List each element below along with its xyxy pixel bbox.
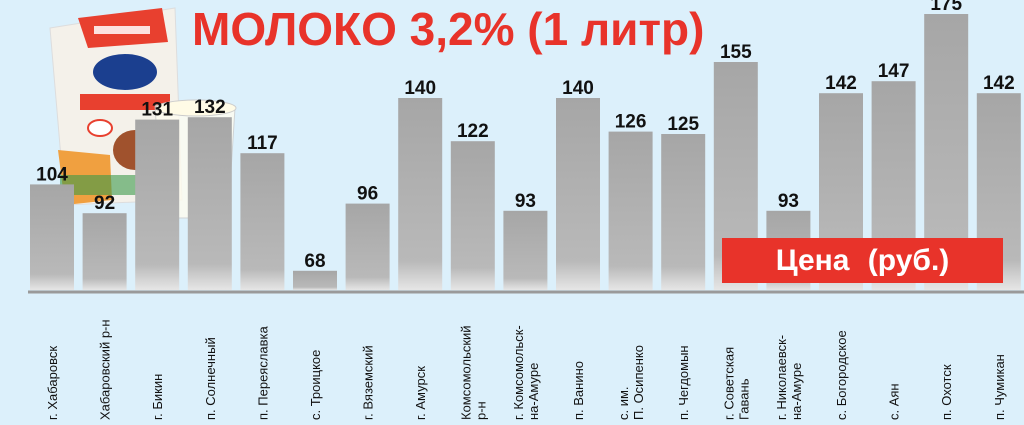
category-label: г. Хабаровск	[45, 346, 60, 420]
category-label: г. Бикин	[150, 374, 165, 420]
bar	[30, 184, 74, 290]
bar	[82, 213, 127, 290]
category-label: с. Троицкое	[308, 350, 323, 420]
data-label: 93	[515, 191, 536, 212]
data-label: 155	[720, 42, 752, 63]
category-label: Гавань	[736, 378, 751, 420]
category-label: п. Солнечный	[203, 337, 218, 420]
data-label: 104	[36, 164, 68, 185]
data-label: 140	[404, 78, 436, 99]
category-label: с. Аян	[887, 383, 902, 420]
bar	[398, 98, 443, 290]
data-label: 92	[94, 193, 115, 214]
category-label: на-Амуре	[789, 363, 804, 420]
category-label: п. Переяславка	[255, 325, 270, 420]
data-label: 175	[930, 0, 962, 15]
category-label: г. Советская	[721, 347, 736, 420]
category-label: Хабаровский р-н	[98, 319, 113, 420]
data-label: 96	[357, 184, 378, 205]
category-label: р-н	[473, 401, 488, 420]
data-label: 125	[667, 114, 699, 135]
data-label: 147	[878, 61, 910, 82]
category-label: г. Комсомольск-	[511, 325, 526, 420]
data-label: 122	[457, 121, 489, 142]
bar	[503, 210, 548, 290]
category-label: п. Чумикан	[992, 354, 1007, 420]
bar	[345, 203, 390, 290]
bar	[556, 98, 600, 290]
bar	[661, 134, 706, 290]
category-label: г. Николаевск-	[774, 335, 789, 420]
data-label: 68	[304, 251, 325, 272]
bar	[608, 131, 653, 290]
legend-price: Цена (руб.)	[722, 238, 1003, 283]
category-label: п. Охотск	[939, 364, 954, 420]
category-label: п. Ванино	[571, 361, 586, 420]
data-label: 142	[825, 73, 857, 94]
data-label: 117	[247, 133, 278, 154]
category-label: п. Чегдомын	[676, 345, 691, 420]
bar	[135, 119, 180, 290]
data-label: 140	[562, 78, 594, 99]
category-label: с. им.	[616, 386, 631, 420]
category-label: с. Богородское	[834, 330, 849, 420]
bar	[187, 117, 232, 290]
bar	[450, 141, 495, 290]
category-label: г. Вяземский	[361, 345, 376, 420]
bar	[293, 270, 337, 290]
data-label: 126	[615, 112, 647, 133]
data-label: 131	[141, 100, 173, 121]
data-label: 132	[194, 97, 226, 118]
data-label: 142	[983, 73, 1015, 94]
data-label: 93	[778, 191, 799, 212]
category-label: г. Амурск	[413, 366, 428, 420]
category-label: Комсомольский	[458, 325, 473, 420]
chart-title: МОЛОКО 3,2% (1 литр)	[192, 3, 705, 55]
category-label: на-Амуре	[526, 363, 541, 420]
category-label: П. Осипенко	[631, 345, 646, 420]
bar	[240, 153, 285, 290]
